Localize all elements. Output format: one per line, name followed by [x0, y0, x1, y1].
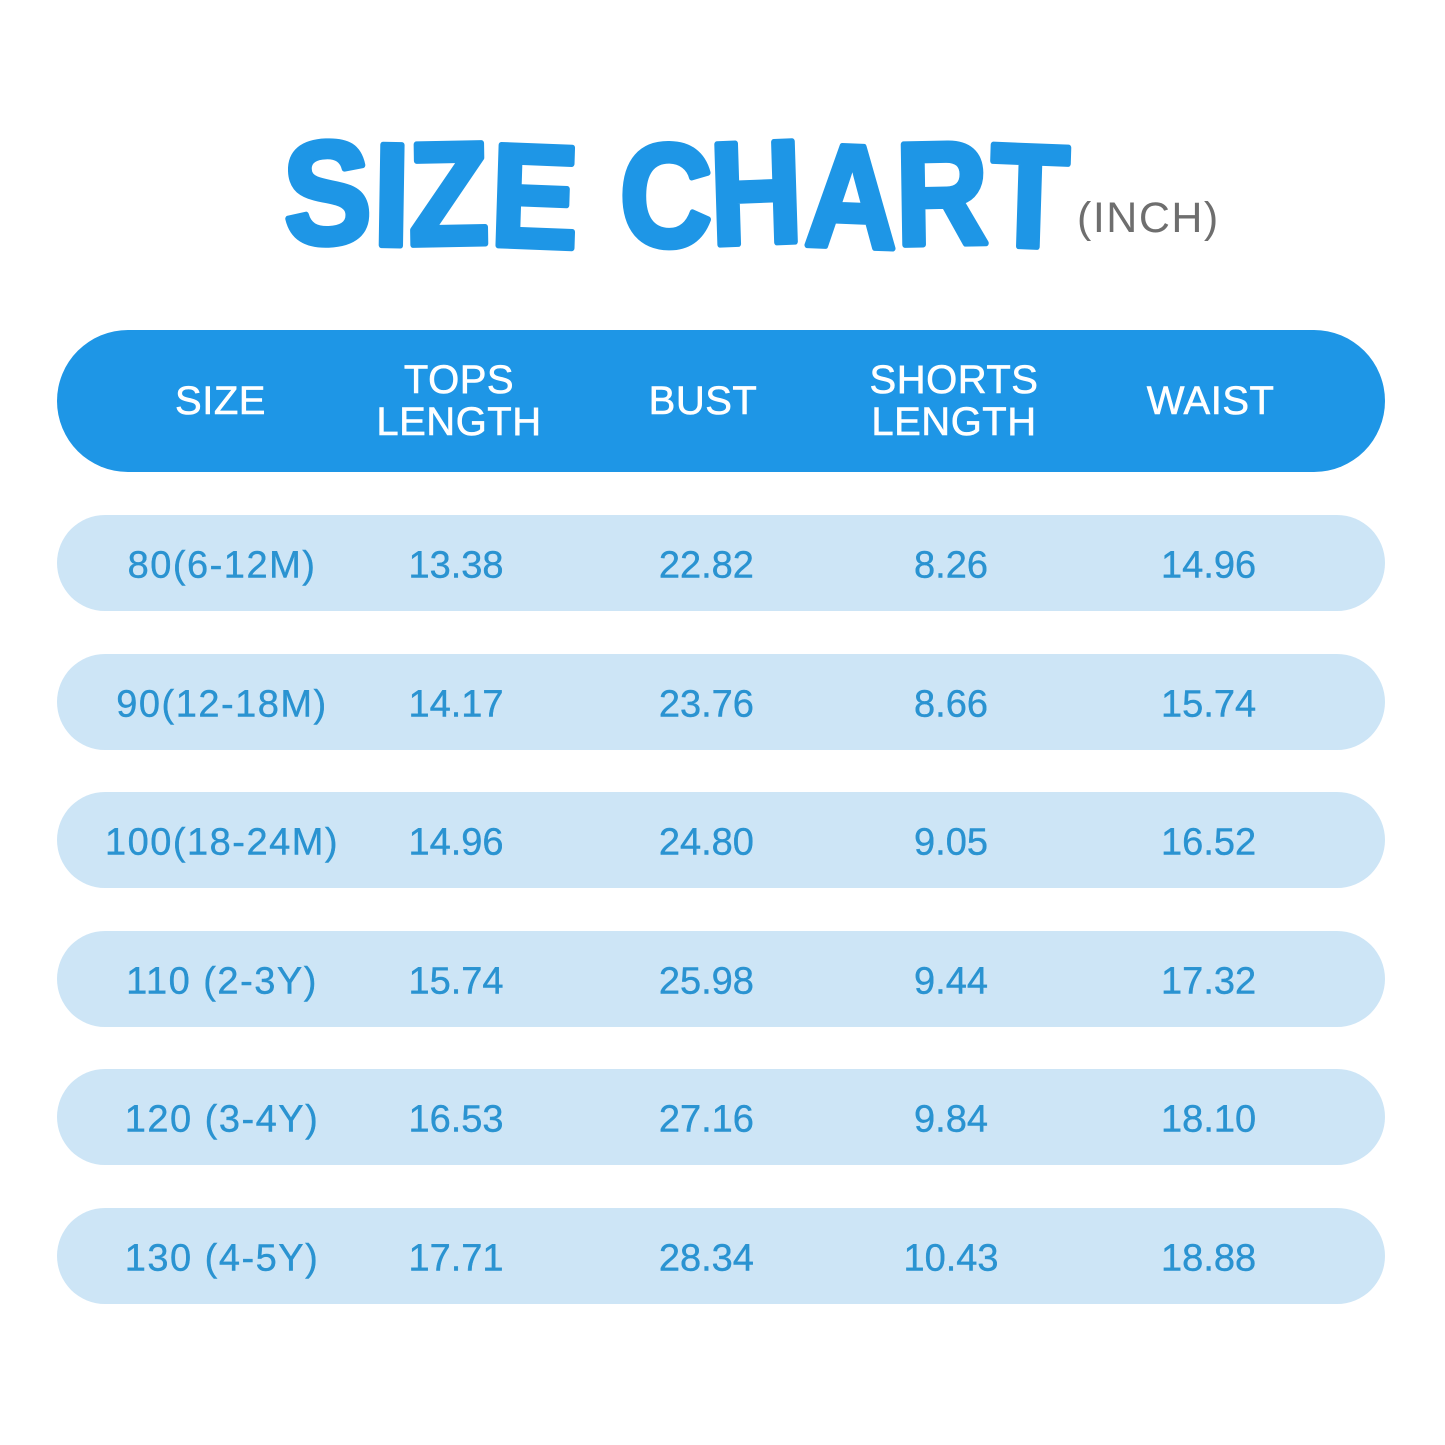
svg-text:SIZE: SIZE	[280, 110, 581, 279]
svg-text:(INCH): (INCH)	[1077, 194, 1220, 242]
svg-text:CHART: CHART	[618, 110, 1071, 279]
